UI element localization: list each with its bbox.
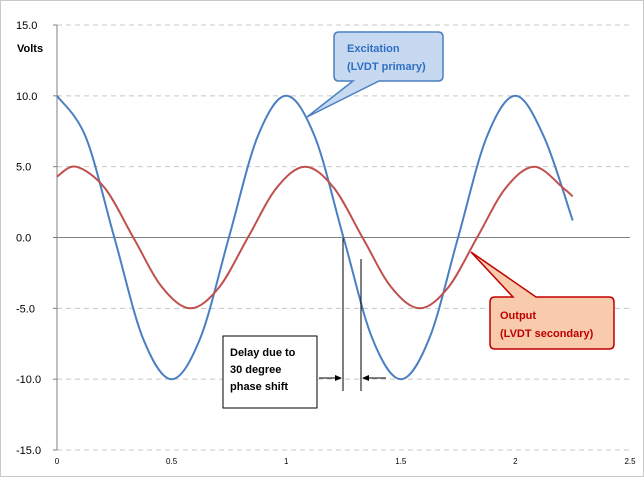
delay-note: Delay due to 30 degree phase shift — [222, 335, 318, 409]
output-callout: Output (LVDT secondary) — [470, 251, 615, 350]
excitation-callout: Excitation (LVDT primary) — [306, 31, 444, 118]
x-tick-label: 1 — [284, 457, 289, 466]
delay-note-line-1: Delay due to — [230, 347, 296, 359]
x-tick-label: 0 — [55, 457, 60, 466]
output-callout-bubble — [470, 251, 615, 350]
y-axis-label: Volts — [17, 43, 43, 55]
excitation-callout-line-2: (LVDT primary) — [347, 61, 426, 73]
excitation-series-line — [56, 94, 574, 381]
output-callout-line-2: (LVDT secondary) — [500, 328, 594, 340]
phase-shift-markers — [319, 238, 386, 391]
y-tick-label: -15.0 — [16, 445, 41, 457]
excitation-callout-line-1: Excitation — [347, 43, 400, 55]
excitation-callout-bubble — [306, 31, 444, 118]
output-series-line — [56, 165, 574, 310]
y-tick-label: 5.0 — [16, 162, 31, 174]
x-tick-label: 0.5 — [166, 457, 178, 466]
series-layer — [56, 94, 574, 381]
delay-note-line-2: 30 degree — [230, 364, 281, 376]
x-tick-label: 2.5 — [624, 457, 636, 466]
y-tick-labels: 15.0 10.0 5.0 0.0 -5.0 -10.0 -15.0 — [16, 20, 57, 457]
delay-note-box — [222, 335, 318, 409]
phase-arrowhead-left — [335, 375, 342, 381]
y-tick-label: 15.0 — [16, 20, 37, 32]
phase-arrowhead-right — [362, 375, 369, 381]
x-tick-label: 1.5 — [395, 457, 407, 466]
y-tick-label: -5.0 — [16, 303, 35, 315]
y-tick-label: 0.0 — [16, 233, 31, 245]
x-tick-label: 2 — [513, 457, 518, 466]
delay-note-line-3: phase shift — [230, 381, 288, 393]
y-tick-label: 10.0 — [16, 91, 37, 103]
output-callout-line-1: Output — [500, 310, 536, 322]
y-tick-label: -10.0 — [16, 374, 41, 386]
x-tick-labels: 0 0.5 1 1.5 2 2.5 — [55, 457, 636, 466]
